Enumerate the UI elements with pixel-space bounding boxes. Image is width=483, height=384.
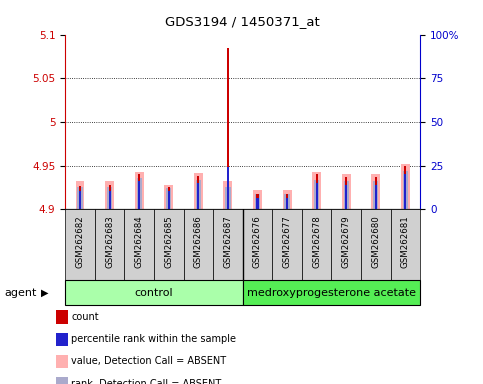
Text: GSM262680: GSM262680 [371,215,380,268]
Bar [404,174,407,209]
Text: medroxyprogesterone acetate: medroxyprogesterone acetate [247,288,416,298]
Text: GDS3194 / 1450371_at: GDS3194 / 1450371_at [165,15,320,28]
Bar [253,190,262,209]
Bar [109,191,111,209]
Text: GSM262676: GSM262676 [253,215,262,268]
Bar [77,187,83,209]
Bar [256,194,258,209]
Text: value, Detection Call = ABSENT: value, Detection Call = ABSENT [71,356,226,366]
Text: count: count [71,312,99,322]
Bar [197,176,199,209]
Bar [342,174,351,209]
Text: GSM262682: GSM262682 [75,215,85,268]
Bar [166,188,171,209]
Bar [371,174,380,209]
Bar [79,186,81,209]
Bar [75,181,85,209]
Bar [286,198,288,209]
Text: GSM262683: GSM262683 [105,215,114,268]
Bar [65,280,242,305]
Text: agent: agent [5,288,37,298]
Bar [168,187,170,209]
Text: GSM262679: GSM262679 [342,215,351,268]
Bar [197,183,199,209]
Text: GSM262684: GSM262684 [135,215,143,268]
Bar [375,177,377,209]
Bar [135,172,143,209]
Bar [315,183,318,209]
Text: GSM262677: GSM262677 [283,215,292,268]
Bar [138,181,140,209]
Bar [286,194,288,209]
Text: GSM262685: GSM262685 [164,215,173,268]
Bar [137,178,142,209]
Bar [315,174,318,209]
Bar [391,209,420,280]
Text: GSM262678: GSM262678 [312,215,321,268]
Bar [343,181,349,209]
Bar [272,209,302,280]
Bar [95,209,125,280]
Bar [361,209,391,280]
Bar [184,209,213,280]
Bar [283,190,292,209]
Bar [375,185,377,209]
Bar [227,167,229,209]
Bar [401,164,410,209]
Text: GSM262681: GSM262681 [401,215,410,268]
Bar [314,180,319,209]
Text: ▶: ▶ [41,288,49,298]
Bar [404,166,407,209]
Bar [224,181,232,209]
Bar [65,209,95,280]
Text: control: control [135,288,173,298]
Bar [345,185,347,209]
Bar [109,185,111,209]
Bar [164,185,173,209]
Bar [154,209,184,280]
Bar [107,187,112,209]
Bar [302,209,331,280]
Text: GSM262687: GSM262687 [224,215,232,268]
Bar [168,191,170,209]
Bar [373,181,379,209]
Bar [255,194,260,209]
Bar [345,177,347,209]
Bar [256,198,258,209]
Bar [225,187,230,209]
Bar [284,194,290,209]
Bar [312,172,321,209]
Bar [125,209,154,280]
Bar [227,48,229,209]
Bar [242,280,420,305]
Bar [194,174,203,209]
Bar [79,191,81,209]
Bar [242,209,272,280]
Bar [331,209,361,280]
Bar [105,181,114,209]
Bar [403,171,408,209]
Bar [196,180,201,209]
Bar [138,174,140,209]
Bar [213,209,242,280]
Text: percentile rank within the sample: percentile rank within the sample [71,334,236,344]
Text: rank, Detection Call = ABSENT: rank, Detection Call = ABSENT [71,379,221,384]
Text: GSM262686: GSM262686 [194,215,203,268]
